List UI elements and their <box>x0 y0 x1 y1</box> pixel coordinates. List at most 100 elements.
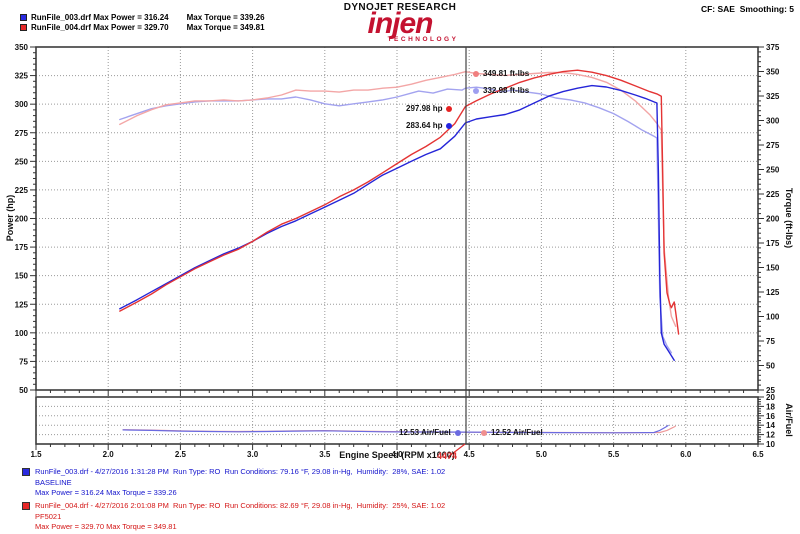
footer-pf5021-conditions: RunFile_004.drf - 4/27/2016 2:01:08 PM R… <box>35 501 446 510</box>
x-tick-label: 3.0 <box>247 450 259 459</box>
footer-baseline-name: BASELINE <box>35 477 72 487</box>
torque-baseline-marker-dot <box>473 87 479 94</box>
power-tick-label: 100 <box>15 329 29 338</box>
footer-baseline-max-values: Max Power = 316.24 Max Torque = 339.26 <box>35 488 177 497</box>
pf5021-torque-label: Max Torque = 349.81 <box>186 23 265 32</box>
footer-baseline-conditions: RunFile_003.drf - 4/27/2016 1:31:28 PM R… <box>35 467 446 476</box>
torque-axis-title: Torque (ft-lbs) <box>784 187 794 249</box>
airfuel-axis-title: Air/Fuel <box>784 403 794 437</box>
cursor-rpm-readout: 4474 <box>437 451 458 461</box>
x-tick-label: 6.0 <box>680 450 692 459</box>
cursor-label-power-baseline: 283.64 hp <box>406 121 453 130</box>
af-baseline-marker-dot <box>454 429 461 436</box>
pf5021-torque-curve <box>119 70 677 327</box>
power-baseline-value: 283.64 hp <box>406 121 443 130</box>
footer-run-baseline: RunFile_003.drf - 4/27/2016 1:31:28 PM R… <box>22 467 445 499</box>
torque-tick-label: 125 <box>766 288 780 297</box>
injen-logo-wordmark: injen <box>367 7 433 40</box>
pf5021-color-swatch <box>20 24 27 31</box>
power-axis-title: Power (hp) <box>5 194 15 242</box>
engine-speed-axis-title: Engine Speed (RPM x1000) <box>339 450 455 460</box>
torque-tick-label: 350 <box>766 68 780 77</box>
af-tick-label: 16 <box>766 412 775 421</box>
footer-pf5021-name: PF5021 <box>35 511 62 521</box>
footer-pf5021-swatch <box>22 502 30 510</box>
torque-pf5021-marker-dot <box>473 70 479 77</box>
torque-tick-label: 150 <box>766 264 780 273</box>
torque-tick-label: 225 <box>766 190 780 199</box>
power-tick-label: 275 <box>15 129 29 138</box>
footer-baseline-swatch <box>22 468 30 476</box>
torque-tick-label: 200 <box>766 215 780 224</box>
power-tick-label: 200 <box>15 215 29 224</box>
header-run-legend: RunFile_003.drf Max Power = 316.24 Max T… <box>20 13 265 33</box>
baseline-power-curve <box>119 84 675 361</box>
footer-pf5021-max-values: Max Power = 329.70 Max Torque = 349.81 <box>35 522 177 531</box>
power-tick-label: 225 <box>15 186 29 195</box>
cursor-label-torque-baseline: 332.98 ft-lbs <box>473 86 529 95</box>
af-tick-label: 18 <box>766 402 775 411</box>
power-tick-label: 350 <box>15 43 29 52</box>
af-tick-label: 14 <box>766 421 775 430</box>
x-tick-label: 4.0 <box>391 450 403 459</box>
x-tick-label: 1.5 <box>30 450 42 459</box>
power-tick-label: 250 <box>15 157 29 166</box>
cursor-rpm-callout-line <box>447 443 466 458</box>
torque-tick-label: 275 <box>766 141 780 150</box>
x-tick-label: 6.5 <box>752 450 764 459</box>
x-tick-label: 3.5 <box>319 450 331 459</box>
torque-tick-label: 175 <box>766 239 780 248</box>
torque-tick-label: 50 <box>766 362 775 371</box>
correction-factor-label: CF: SAE Smoothing: 5 <box>700 4 794 14</box>
power-tick-label: 125 <box>15 300 29 309</box>
af-pf5021-value: 12.52 Air/Fuel <box>491 428 543 437</box>
af-baseline-value: 12.53 Air/Fuel <box>399 428 451 437</box>
af-tick-label: 20 <box>766 393 775 402</box>
torque-tick-label: 375 <box>766 43 780 52</box>
power-pf5021-value: 297.98 hp <box>406 104 443 113</box>
dynojet-brand-text: DYNOJET RESEARCH <box>343 2 457 13</box>
injen-logo: injen TECHNOLOGY <box>0 9 800 44</box>
x-tick-label: 2.0 <box>103 450 115 459</box>
baseline-color-swatch <box>20 14 27 21</box>
baseline-af-curve <box>122 424 669 434</box>
torque-baseline-value: 332.98 ft-lbs <box>483 86 530 95</box>
footer-run-pf5021: RunFile_004.drf - 4/27/2016 2:01:08 PM R… <box>22 501 445 533</box>
torque-tick-label: 25 <box>766 386 775 395</box>
power-pf5021-marker-dot <box>446 105 453 112</box>
injen-logo-technology-text: TECHNOLOGY <box>387 36 459 43</box>
x-tick-label: 5.0 <box>536 450 548 459</box>
power-tick-label: 325 <box>15 72 29 81</box>
power-baseline-marker-dot <box>446 122 453 129</box>
cursor-label-torque-pf5021: 349.81 ft-lbs <box>473 69 529 78</box>
af-pf5021-marker-dot <box>481 429 487 436</box>
cursor-label-power-pf5021: 297.98 hp <box>406 104 453 113</box>
torque-tick-label: 100 <box>766 313 780 322</box>
cursor-label-af-baseline: 12.53 Air/Fuel <box>399 428 461 437</box>
power-tick-label: 50 <box>19 386 28 395</box>
baseline-torque-curve <box>119 86 673 354</box>
x-tick-label: 4.5 <box>464 450 476 459</box>
cursor-label-af-pf5021: 12.52 Air/Fuel <box>481 428 543 437</box>
power-tick-label: 300 <box>15 100 29 109</box>
af-tick-label: 10 <box>766 440 775 449</box>
power-tick-label: 175 <box>15 243 29 252</box>
af-tick-label: 12 <box>766 431 775 440</box>
pf5021-power-curve <box>119 69 680 335</box>
x-tick-label: 5.5 <box>608 450 620 459</box>
torque-tick-label: 75 <box>766 337 775 346</box>
power-tick-label: 150 <box>15 272 29 281</box>
pf5021-file-power-label: RunFile_004.drf Max Power = 329.70 <box>31 23 169 32</box>
x-tick-label: 2.5 <box>175 450 187 459</box>
baseline-torque-label: Max Torque = 339.26 <box>186 13 265 22</box>
header-legend-row-pf5021: RunFile_004.drf Max Power = 329.70 Max T… <box>20 23 265 32</box>
torque-tick-label: 325 <box>766 92 780 101</box>
header-legend-row-baseline: RunFile_003.drf Max Power = 316.24 Max T… <box>20 13 265 22</box>
power-tick-label: 75 <box>19 357 28 366</box>
torque-pf5021-value: 349.81 ft-lbs <box>483 69 530 78</box>
baseline-file-power-label: RunFile_003.drf Max Power = 316.24 <box>31 13 169 22</box>
torque-tick-label: 250 <box>766 166 780 175</box>
torque-tick-label: 300 <box>766 117 780 126</box>
